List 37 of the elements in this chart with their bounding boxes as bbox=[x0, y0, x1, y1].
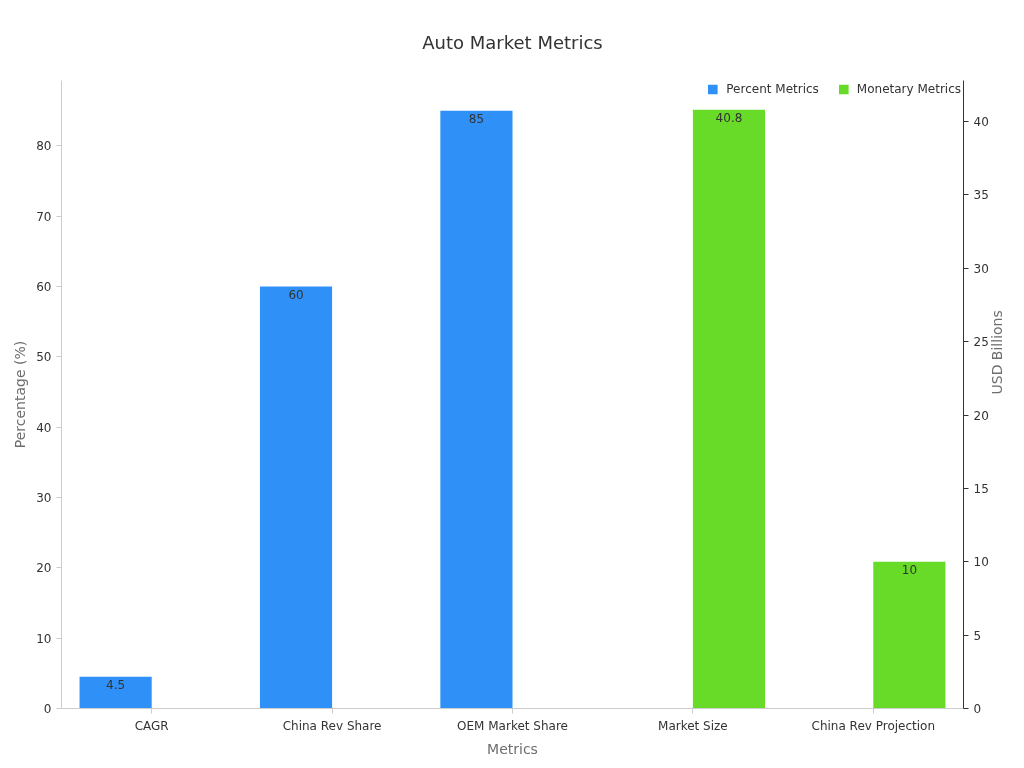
chart-title: Auto Market Metrics bbox=[422, 32, 603, 53]
y2-tick-label: 40 bbox=[973, 115, 989, 130]
data-label: 4.5 bbox=[106, 677, 126, 692]
legend-label: Monetary Metrics bbox=[856, 82, 961, 96]
bar bbox=[79, 676, 152, 709]
y-axis-title: Percentage (%) bbox=[12, 340, 29, 449]
legend-label: Percent Metrics bbox=[726, 82, 819, 96]
y-tick-label: 30 bbox=[36, 491, 52, 506]
y-tick-label: 60 bbox=[36, 280, 52, 295]
data-label: 10 bbox=[901, 562, 918, 577]
x-axis-title: Metrics bbox=[487, 740, 538, 757]
y-tick-label: 0 bbox=[43, 702, 52, 716]
y2-tick-label: 15 bbox=[973, 481, 989, 496]
y-tick-label: 80 bbox=[36, 139, 52, 154]
y-tick-label: 10 bbox=[36, 631, 52, 646]
y2-tick-label: 30 bbox=[973, 261, 989, 276]
data-label: 40.8 bbox=[715, 110, 743, 125]
y-tick-label: 20 bbox=[36, 561, 52, 576]
data-label: 60 bbox=[288, 287, 304, 302]
y2-tick-label: 20 bbox=[973, 408, 989, 423]
y-tick-label: 50 bbox=[36, 350, 52, 365]
y2-tick-label: 10 bbox=[973, 555, 989, 570]
data-label: 85 bbox=[468, 111, 485, 126]
x-tick-label: China Rev Projection bbox=[811, 718, 936, 733]
y2-tick-label: 35 bbox=[973, 188, 989, 203]
y2-tick-label: 0 bbox=[973, 702, 982, 716]
x-tick-label: Market Size bbox=[658, 718, 728, 733]
y2-tick-label: 25 bbox=[973, 335, 989, 350]
bar bbox=[440, 110, 513, 709]
y2-axis-title: USD Billions bbox=[988, 310, 1005, 395]
y-tick-label: 70 bbox=[36, 209, 52, 224]
x-tick-label: China Rev Share bbox=[282, 718, 382, 733]
y2-tick-label: 5 bbox=[973, 628, 982, 643]
x-tick-label: CAGR bbox=[134, 718, 169, 733]
bar bbox=[259, 286, 333, 709]
y-tick-label: 40 bbox=[36, 420, 52, 435]
x-tick-label: OEM Market Share bbox=[457, 718, 568, 733]
